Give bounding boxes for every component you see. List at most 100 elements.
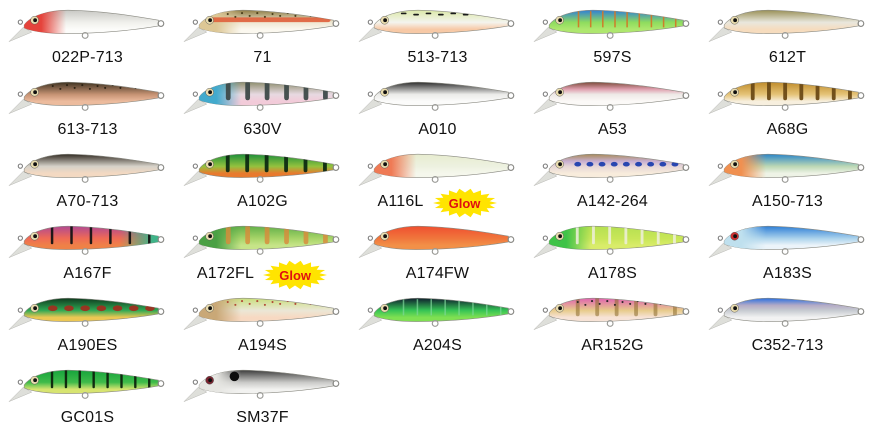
lure-label-row: AR152G xyxy=(581,335,644,357)
lure-cell: 71 xyxy=(175,2,350,74)
lure-image xyxy=(532,2,694,47)
lure-image xyxy=(357,2,519,47)
lure-label: A204S xyxy=(412,337,463,354)
lure-image xyxy=(532,146,694,191)
lure-image xyxy=(7,218,169,263)
lure-label: A150-713 xyxy=(752,193,823,210)
lure-cell: 597S xyxy=(525,2,700,74)
lure-label: 022P-713 xyxy=(52,49,123,66)
lure-cell: A116L Glow xyxy=(350,146,525,218)
lure-label: AR152G xyxy=(581,337,644,354)
lure-image xyxy=(707,2,869,47)
lure-label: SM37F xyxy=(236,409,289,426)
lure-cell: A190ES xyxy=(0,290,175,362)
lure-label-row: A102G xyxy=(237,191,288,213)
lure-label: A167F xyxy=(63,265,112,282)
lure-image xyxy=(7,290,169,335)
lure-label: 630V xyxy=(243,121,282,138)
lure-cell: A172FL Glow xyxy=(175,218,350,290)
lure-cell: AR152G xyxy=(525,290,700,362)
lure-label-row: 71 xyxy=(253,47,271,69)
lure-image xyxy=(532,218,694,263)
lure-label-row: 630V xyxy=(243,119,281,141)
lure-label: C352-713 xyxy=(751,337,824,354)
lure-label: A010 xyxy=(418,121,457,138)
glow-badge: Glow xyxy=(432,188,498,218)
lure-label-row: A178S xyxy=(588,263,637,285)
lure-label-row: C352-713 xyxy=(752,335,824,357)
lure-label-row: 022P-713 xyxy=(52,47,123,69)
lure-image xyxy=(707,74,869,119)
lure-cell: A70-713 xyxy=(0,146,175,218)
glow-badge-label: Glow xyxy=(448,195,481,211)
lure-cell: A150-713 xyxy=(700,146,875,218)
lure-label-row: A010 xyxy=(418,119,456,141)
lure-label-row: A116L Glow xyxy=(377,188,497,218)
lure-image xyxy=(182,218,344,263)
lure-cell: A010 xyxy=(350,74,525,146)
lure-cell: 612T xyxy=(700,2,875,74)
lure-image xyxy=(357,146,519,191)
lure-label-row: 597S xyxy=(593,47,631,69)
lure-image xyxy=(707,218,869,263)
lure-label: A174FW xyxy=(405,265,470,282)
lure-label: 612T xyxy=(768,49,807,66)
lure-label: A194S xyxy=(237,337,288,354)
lure-label: A142-264 xyxy=(577,193,648,210)
lure-label-row: A142-264 xyxy=(577,191,648,213)
lure-label: A178S xyxy=(587,265,638,282)
lure-image xyxy=(357,74,519,119)
lure-label-row: A172FL Glow xyxy=(196,260,328,290)
lure-label-row: A183S xyxy=(763,263,812,285)
lure-label: A172FL xyxy=(196,265,255,282)
lure-cell: A68G xyxy=(700,74,875,146)
lure-image xyxy=(182,146,344,191)
lure-image xyxy=(7,2,169,47)
lure-label-row: 613-713 xyxy=(57,119,117,141)
lure-cell: A53 xyxy=(525,74,700,146)
lure-cell: GC01S xyxy=(0,362,175,434)
lure-cell: A174FW xyxy=(350,218,525,290)
lure-label-row: A167F xyxy=(63,263,111,285)
lure-image xyxy=(357,290,519,335)
lure-image xyxy=(357,218,519,263)
lure-image xyxy=(7,362,169,407)
lure-image xyxy=(7,74,169,119)
lure-image xyxy=(182,74,344,119)
lure-label: 513-713 xyxy=(407,49,468,66)
lure-label-row: A70-713 xyxy=(57,191,119,213)
lure-image xyxy=(707,146,869,191)
lure-cell: A194S xyxy=(175,290,350,362)
lure-label-row: GC01S xyxy=(61,407,114,429)
lure-cell: A102G xyxy=(175,146,350,218)
lure-label: 71 xyxy=(253,49,272,66)
lure-image xyxy=(532,290,694,335)
lure-label-row: SM37F xyxy=(236,407,289,429)
lure-label: A70-713 xyxy=(56,193,119,210)
starburst-icon xyxy=(263,260,328,290)
lure-label-row: A150-713 xyxy=(752,191,823,213)
lure-label: 597S xyxy=(593,49,632,66)
lure-cell: 613-713 xyxy=(0,74,175,146)
lure-label: A53 xyxy=(597,121,628,138)
lure-cell: SM37F xyxy=(175,362,350,434)
lure-cell: A167F xyxy=(0,218,175,290)
lure-cell: A204S xyxy=(350,290,525,362)
lure-image xyxy=(532,74,694,119)
lure-label-row: A194S xyxy=(238,335,287,357)
lure-image xyxy=(7,146,169,191)
lure-label-row: A53 xyxy=(598,119,627,141)
lure-label: 613-713 xyxy=(57,121,118,138)
lure-cell: A178S xyxy=(525,218,700,290)
lure-image xyxy=(182,290,344,335)
lure-label: A183S xyxy=(762,265,813,282)
starburst-icon xyxy=(432,188,497,218)
lure-cell: C352-713 xyxy=(700,290,875,362)
lure-cell: 630V xyxy=(175,74,350,146)
lure-label-row: A190ES xyxy=(58,335,118,357)
lure-cell: A183S xyxy=(700,218,875,290)
lure-label: A102G xyxy=(237,193,288,210)
lure-image xyxy=(707,290,869,335)
lure-label-row: 513-713 xyxy=(407,47,467,69)
